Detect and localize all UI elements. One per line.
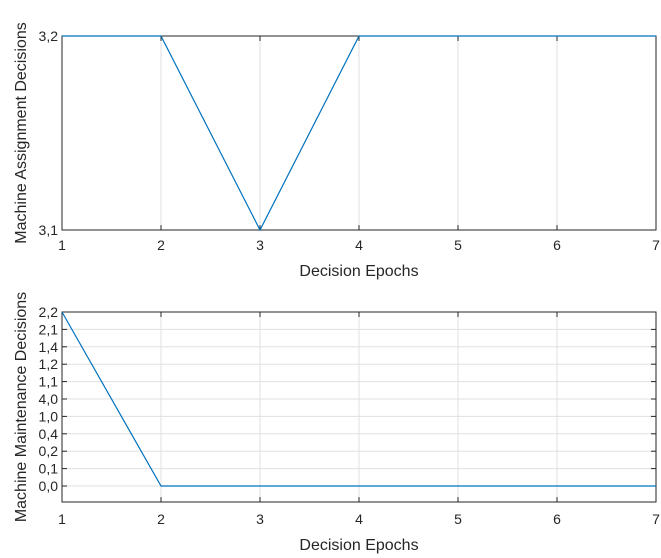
assignment-x-tick-label: 4 (355, 237, 363, 253)
assignment-x-tick-label: 1 (58, 237, 66, 253)
maintenance-y-tick-label: 2,1 (39, 321, 59, 337)
maintenance-y-tick-label: 0,2 (39, 443, 59, 459)
assignment-decisions-chart: 1 2 3 4 5 6 7 3,1 3,2 Decision Epochs Machine Assi… (13, 22, 660, 280)
maintenance-decisions-chart: 1 2 3 4 5 6 7 0,00,1 0,20,4 1,04,01,1 1,21,4 2,12,2… (13, 292, 660, 554)
maintenance-y-tick-label: 0,4 (39, 426, 59, 442)
maintenance-y-tick-label: 0,0 (39, 478, 59, 494)
maintenance-y-tick-label: 0,1 (39, 461, 59, 477)
assignment-x-tick-label: 6 (553, 237, 561, 253)
assignment-y-axis-label: Machine Assignment Decisions (13, 22, 30, 243)
assignment-x-tick-label: 3 (256, 237, 264, 253)
maintenance-y-tick-label: 1,2 (39, 356, 59, 372)
maintenance-y-tick-label: 1,0 (39, 408, 59, 424)
assignment-x-tick-label: 7 (652, 237, 660, 253)
maintenance-y-tick-label: 1,4 (39, 339, 59, 355)
maintenance-x-tick-label: 2 (157, 511, 165, 527)
maintenance-y-axis-label: Machine Maintenance Decisions (13, 292, 30, 522)
assignment-x-tick-label: 2 (157, 237, 165, 253)
assignment-x-axis-label: Decision Epochs (299, 263, 418, 280)
maintenance-x-tick-label: 7 (652, 511, 660, 527)
assignment-y-tick-label: 3,2 (39, 28, 59, 44)
maintenance-y-tick-label: 2,2 (39, 304, 59, 320)
maintenance-y-tick-label: 1,1 (39, 374, 59, 390)
assignment-x-tick-label: 5 (454, 237, 462, 253)
maintenance-x-tick-label: 5 (454, 511, 462, 527)
maintenance-y-tick-label: 4,0 (39, 391, 59, 407)
maintenance-x-tick-label: 3 (256, 511, 264, 527)
assignment-y-tick-label: 3,1 (39, 222, 59, 238)
maintenance-x-tick-label: 6 (553, 511, 561, 527)
maintenance-x-tick-label: 4 (355, 511, 363, 527)
maintenance-x-tick-label: 1 (58, 511, 66, 527)
maintenance-x-axis-label: Decision Epochs (299, 537, 418, 554)
